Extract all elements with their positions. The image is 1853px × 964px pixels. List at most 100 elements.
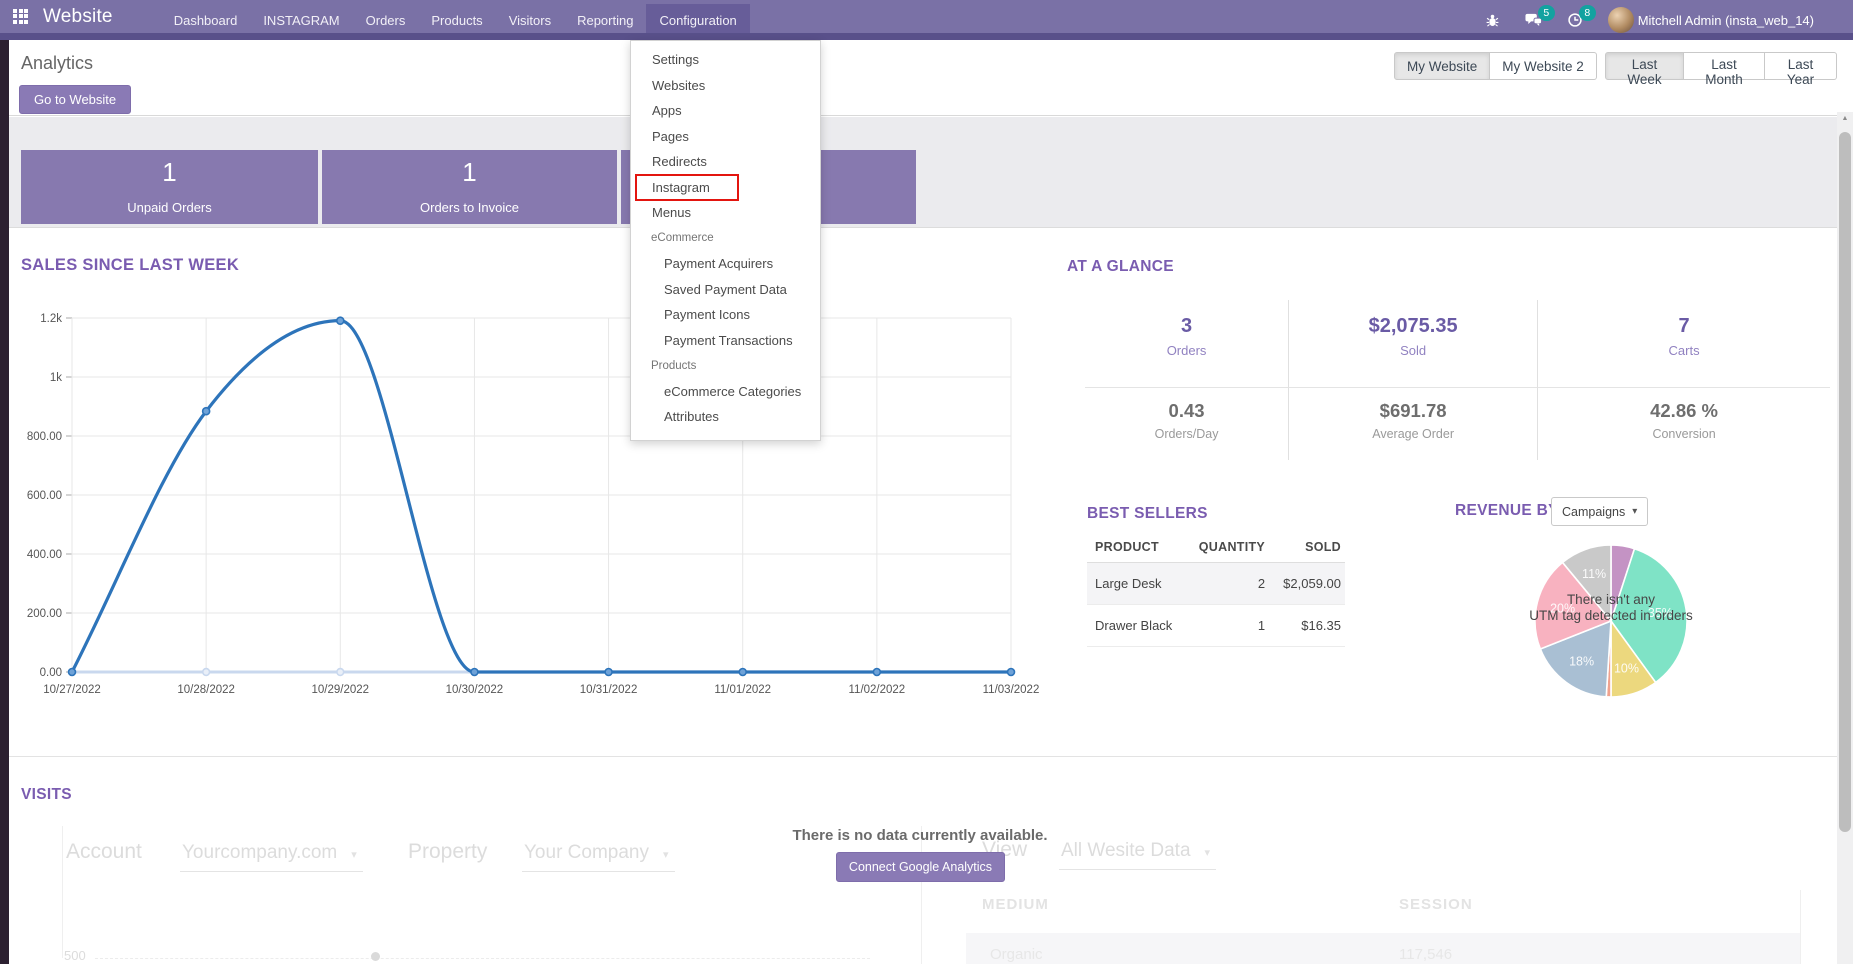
stat-conversion: 42.86 % Conversion <box>1650 400 1718 441</box>
vertical-scrollbar[interactable]: ▲ <box>1837 112 1853 964</box>
menu-item-payment-acquirers[interactable]: Payment Acquirers <box>664 256 774 272</box>
nav-item-visitors[interactable]: Visitors <box>508 12 552 28</box>
activities-clock-icon[interactable]: 8 <box>1558 5 1596 28</box>
stat-sold: $2,075.35 Sold <box>1289 300 1539 388</box>
svg-text:800.00: 800.00 <box>27 431 62 443</box>
svg-text:11/02/2022: 11/02/2022 <box>849 684 906 696</box>
nav-item-products[interactable]: Products <box>431 12 483 28</box>
range-last-week[interactable]: Last Week <box>1605 52 1685 87</box>
left-edge-panel <box>0 40 9 964</box>
visits-title: VISITS <box>21 786 72 803</box>
kpi-value: 1 <box>462 157 477 187</box>
menu-item-instagram-label: Instagram <box>652 179 710 195</box>
scroll-up-arrow-icon[interactable]: ▲ <box>1841 115 1849 122</box>
scrollbar-thumb[interactable] <box>1839 132 1851 832</box>
nav-item-instagram[interactable]: INSTAGRAM <box>263 12 340 28</box>
no-data-message: There is no data currently available. <box>792 827 1048 844</box>
control-panel: Analytics Go to Website My Website My We… <box>9 40 1837 116</box>
nav-item-dashboard[interactable]: Dashboard <box>173 12 238 28</box>
menu-item-payment-icons[interactable]: Payment Icons <box>664 307 750 323</box>
svg-text:10/27/2022: 10/27/2022 <box>43 684 101 696</box>
menu-item-payment-transactions[interactable]: Payment Transactions <box>664 332 793 348</box>
website-switcher-my-website[interactable]: My Website <box>1394 52 1491 80</box>
svg-text:10%: 10% <box>1614 662 1639 676</box>
col-sold: SOLD <box>1269 534 1345 563</box>
menu-item-saved-payment-data[interactable]: Saved Payment Data <box>664 281 787 297</box>
caret-down-icon: ▾ <box>1204 847 1211 859</box>
ghost-col-session: SESSION <box>1399 896 1473 913</box>
ga-account-select: Yourcompany.com ▾ <box>180 842 363 872</box>
menu-item-ecommerce-categories[interactable]: eCommerce Categories <box>664 383 802 399</box>
nav-item-configuration[interactable]: Configuration <box>646 3 750 37</box>
table-row: Large Desk 2 $2,059.00 <box>1087 562 1345 605</box>
ghost-cell-session: 117,546 <box>1399 946 1453 963</box>
activities-badge: 8 <box>1578 5 1596 21</box>
ga-property-select: Your Company ▾ <box>522 842 675 872</box>
svg-text:0.00: 0.00 <box>40 667 62 679</box>
top-navbar: Website Dashboard INSTAGRAM Orders Produ… <box>0 0 1853 40</box>
col-product: PRODUCT <box>1087 534 1185 563</box>
systray: 5 8 Mitchell Admin (insta_web_14) <box>1476 4 1853 37</box>
menu-item-apps[interactable]: Apps <box>652 103 682 119</box>
ghost-table-row <box>966 933 1800 964</box>
stat-carts: 7 Carts <box>1538 300 1830 388</box>
sales-section-title: SALES SINCE LAST WEEK <box>21 256 240 274</box>
ghost-axis-line <box>62 826 63 958</box>
svg-text:11%: 11% <box>1582 567 1606 581</box>
app-title[interactable]: Website <box>43 5 113 27</box>
stat-orders-per-day: 0.43 Orders/Day <box>1085 388 1290 460</box>
ghost-panel-divider <box>921 826 922 964</box>
kpi-card-unpaid-orders[interactable]: 1 Unpaid Orders <box>21 150 318 224</box>
menu-section-ecommerce: eCommerce <box>651 232 714 245</box>
menu-item-redirects[interactable]: Redirects <box>652 154 707 170</box>
ga-view-select: All Wesite Data ▾ <box>1059 840 1217 870</box>
sales-line-chart: 1.2k 1k 800.00 600.00 400.00 200.00 0.00 10/27/… <box>27 313 1040 696</box>
apps-grid-icon[interactable] <box>13 8 29 25</box>
svg-text:10/29/2022: 10/29/2022 <box>312 684 370 696</box>
svg-text:10/31/2022: 10/31/2022 <box>580 684 638 696</box>
menu-item-menus[interactable]: Menus <box>652 205 692 221</box>
at-a-glance-grid: 3 Orders $2,075.35 Sold 7 Carts 0.43 Ord… <box>1085 300 1830 460</box>
svg-text:35%: 35% <box>1648 606 1673 620</box>
kpi-card-orders-to-invoice[interactable]: 1 Orders to Invoice <box>322 150 617 224</box>
svg-text:20%: 20% <box>1550 602 1575 616</box>
kpi-band: 1 Unpaid Orders 1 Orders to Invoice <box>9 117 1837 228</box>
menu-item-attributes[interactable]: Attributes <box>664 409 719 425</box>
menu-item-pages[interactable]: Pages <box>652 128 689 144</box>
range-last-year[interactable]: Last Year <box>1764 52 1837 87</box>
svg-text:200.00: 200.00 <box>27 608 62 620</box>
date-range-switcher: Last Week Last Month Last Year <box>1605 52 1837 87</box>
col-quantity: QUANTITY <box>1184 534 1270 563</box>
connect-google-analytics-button[interactable]: Connect Google Analytics <box>836 852 1005 882</box>
kpi-label: Unpaid Orders <box>127 200 212 215</box>
go-to-website-button[interactable]: Go to Website <box>19 85 132 114</box>
svg-text:11/01/2022: 11/01/2022 <box>714 684 771 696</box>
stat-orders: 3 Orders <box>1085 300 1290 388</box>
menu-item-settings[interactable]: Settings <box>652 52 699 68</box>
kpi-label: Orders to Invoice <box>420 200 519 215</box>
user-menu[interactable]: Mitchell Admin (insta_web_14) <box>1599 7 1823 33</box>
website-switcher: My Website My Website 2 <box>1394 52 1597 80</box>
caret-down-icon: ▾ <box>662 849 669 861</box>
ghost-y-label: 500 <box>64 948 86 963</box>
campaigns-select-label: Campaigns <box>1562 504 1626 519</box>
main-menu: Dashboard INSTAGRAM Orders Products Visi… <box>161 3 750 37</box>
menu-item-websites[interactable]: Websites <box>652 77 706 93</box>
menu-item-instagram[interactable]: Instagram <box>631 173 820 201</box>
svg-text:10/28/2022: 10/28/2022 <box>177 684 235 696</box>
ghost-data-point <box>371 952 380 961</box>
best-sellers-title: BEST SELLERS <box>1087 505 1208 522</box>
campaigns-select[interactable]: Campaigns ▾ <box>1551 497 1649 526</box>
website-switcher-my-website-2[interactable]: My Website 2 <box>1490 52 1597 80</box>
debug-bug-icon[interactable] <box>1476 13 1509 28</box>
ga-property-label: Property <box>408 840 488 863</box>
nav-item-reporting[interactable]: Reporting <box>577 12 634 28</box>
revenue-pie-chart: 35% 10% 18% 20% 11% <box>1534 544 1688 698</box>
section-divider <box>9 756 1837 757</box>
ghost-cell-medium: Organic <box>990 946 1043 963</box>
kpi-value: 1 <box>162 157 177 187</box>
nav-item-orders[interactable]: Orders <box>365 12 406 28</box>
configuration-dropdown: Settings Websites Apps Pages Redirects I… <box>630 40 821 441</box>
range-last-month[interactable]: Last Month <box>1684 52 1765 87</box>
messages-icon[interactable]: 5 <box>1516 5 1555 28</box>
